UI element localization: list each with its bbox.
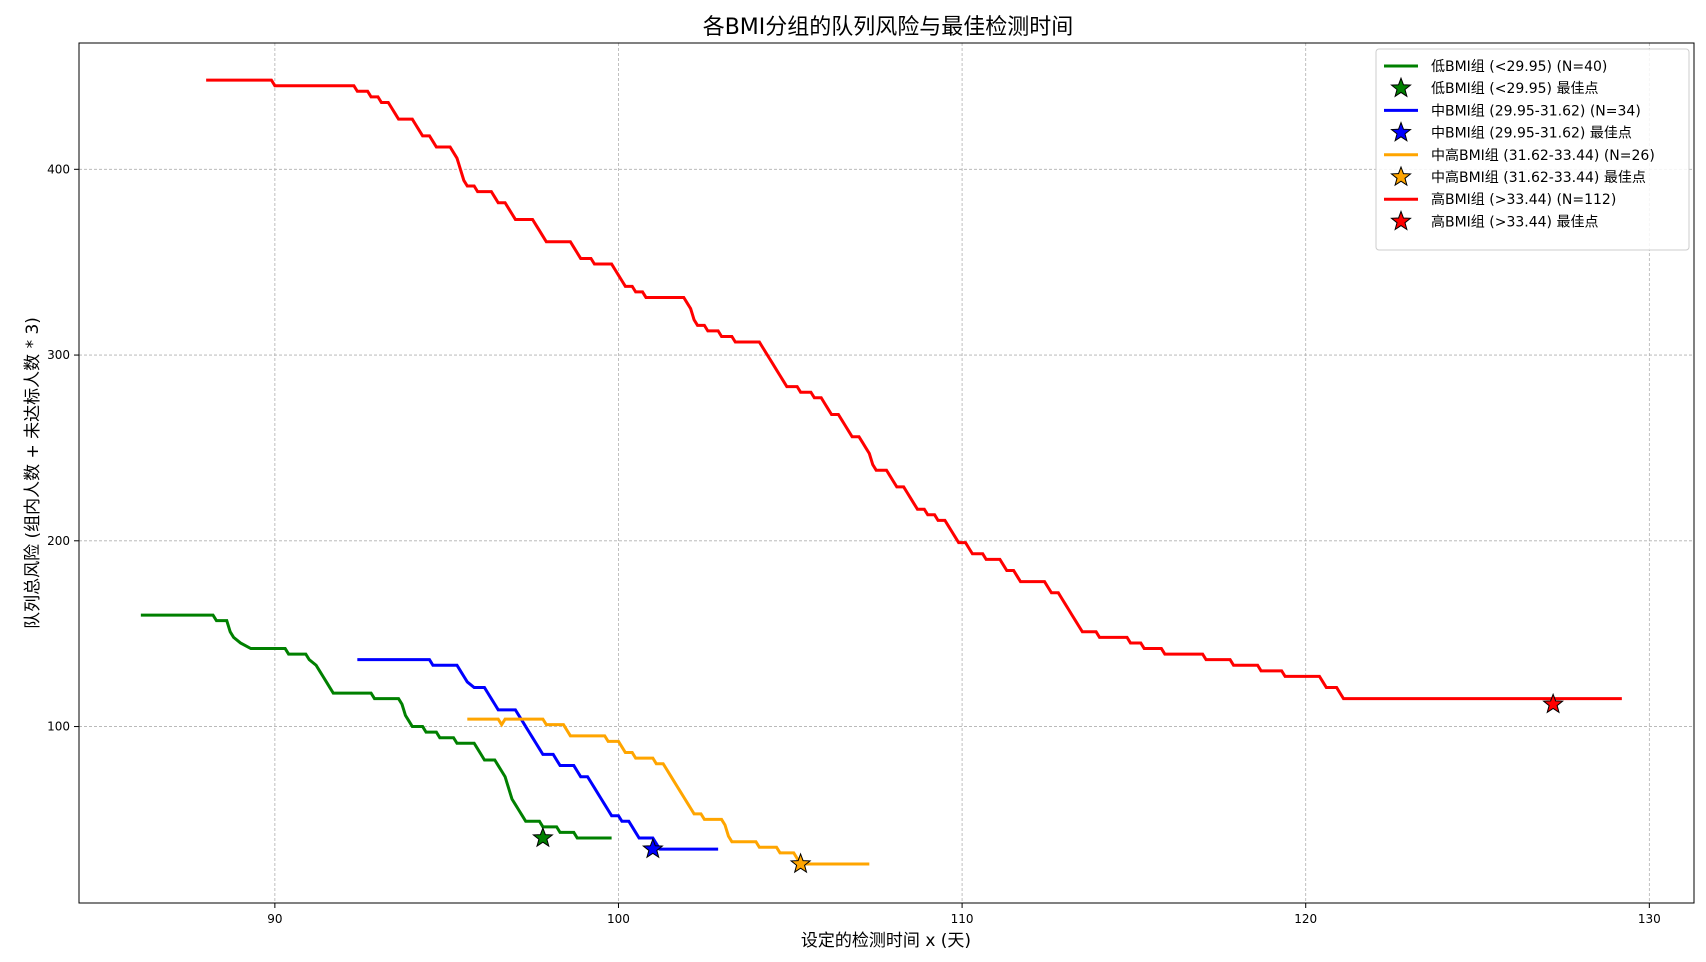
legend-label-series-1: 中BMI组 (29.95-31.62) (N=34) — [1431, 103, 1641, 119]
legend-label-series-2: 中高BMI组 (31.62-33.44) (N=26) — [1431, 147, 1655, 164]
series-line-3 — [206, 78, 1622, 701]
x-tick-label: 120 — [1294, 912, 1317, 926]
y-tick-label: 400 — [47, 162, 70, 176]
x-axis-label: 设定的检测时间 x (天) — [801, 931, 971, 951]
series-lines — [140, 78, 1622, 866]
legend-box — [1375, 48, 1690, 251]
legend-star-swatch-0 — [1390, 76, 1412, 98]
x-tick-label: 90 — [267, 912, 282, 926]
best-point-star-1 — [641, 837, 664, 859]
x-tick-label: 130 — [1638, 912, 1661, 926]
legend: 低BMI组 (<29.95) (N=40) 低BMI组 (<29.95) 最佳点中… — [1375, 48, 1690, 251]
legend-label-best-3: 高BMI组 (>33.44) 最佳点 — [1431, 213, 1598, 230]
y-tick-label: 100 — [47, 720, 70, 734]
legend-label-series-0: 低BMI组 (<29.95) (N=40) — [1431, 59, 1607, 75]
best-point-markers — [532, 692, 1564, 874]
legend-label-best-1: 中BMI组 (29.95-31.62) 最佳点 — [1431, 126, 1632, 142]
plot-area-frame — [78, 42, 1695, 904]
legend-label-best-0: 低BMI组 (<29.95) 最佳点 — [1431, 81, 1598, 97]
y-axis-label: 队列总风险 (组内人数 + 未达标人数 * 3) — [23, 317, 43, 629]
legend-label-best-2: 中高BMI组 (31.62-33.44) 最佳点 — [1431, 169, 1646, 186]
x-tick-label: 100 — [607, 912, 630, 926]
chart-title: 各BMI分组的队列风险与最佳检测时间 — [703, 15, 1074, 40]
legend-star-swatch-1 — [1390, 121, 1412, 142]
legend-label-series-3: 高BMI组 (>33.44) (N=112) — [1431, 191, 1616, 208]
best-point-star-0 — [532, 826, 554, 848]
y-tick-label: 300 — [47, 348, 70, 362]
series-line-2 — [467, 717, 870, 866]
x-tick-label: 110 — [951, 912, 974, 926]
legend-star-swatch-3 — [1390, 209, 1412, 231]
series-line-0 — [140, 613, 612, 840]
series-line-1 — [357, 658, 719, 851]
axis-ticks: 90 100 110 120 130 100 200 300 400 — [47, 162, 1661, 926]
legend-star-swatch-2 — [1390, 165, 1412, 187]
best-point-star-2 — [789, 852, 812, 874]
y-tick-label: 200 — [47, 534, 70, 548]
best-point-star-3 — [1542, 692, 1564, 714]
